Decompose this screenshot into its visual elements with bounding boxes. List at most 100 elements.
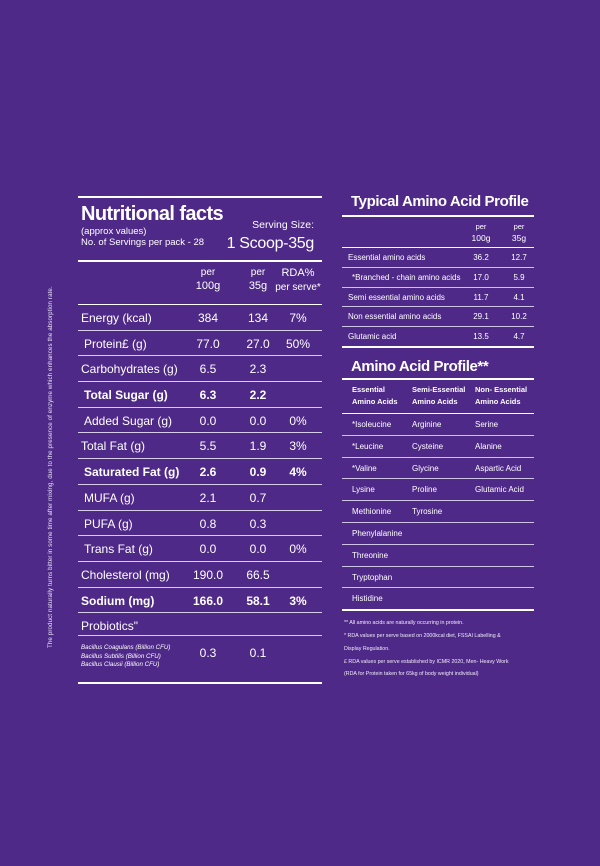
amino-per100: 36.2: [473, 253, 489, 262]
value-per100: 2.6: [199, 465, 217, 480]
typical-amino-column-headers: per 100g per 35g: [342, 217, 534, 248]
typical-amino-title: Typical Amino Acid Profile: [351, 193, 529, 210]
nutrition-row: Energy (kcal) 384 134 7%: [78, 305, 322, 331]
nutrient-label: Cholesterol (mg): [81, 567, 170, 582]
footnote-1: ** All amino acids are naturally occurri…: [344, 620, 464, 627]
nutrient-label: Sodium (mg): [81, 593, 155, 608]
value-per35: 0.9: [249, 465, 267, 480]
typical-amino-rows: Essential amino acids 36.2 12.7 *Branched -…: [342, 248, 534, 348]
nutrition-title: Nutritional facts: [81, 203, 224, 225]
bacillus-list: Bacillus Coagulans (Billion CFU) Bacillu…: [81, 644, 170, 670]
nutrient-label: Total Fat (g): [81, 439, 146, 454]
col-per35-top: per: [250, 267, 266, 278]
amino-typical-row: Semi essential amino acids 11.7 4.1: [342, 288, 534, 308]
amino-per100: 13.5: [473, 332, 489, 342]
semi-essential-amino: Arginine: [412, 419, 442, 429]
value-rda: 50%: [285, 336, 311, 351]
header-rule: [78, 260, 322, 262]
value-per35: 66.5: [246, 567, 270, 582]
nutrient-label: Trans Fat (g): [84, 542, 153, 557]
footnote-3: Display Regulation.: [344, 645, 390, 652]
amino-group-label: Glutamic acid: [348, 332, 397, 342]
amino-profile-rows: *Isoleucine Arginine Serine *Leucine Cystein…: [342, 414, 534, 612]
non-essential-amino: Aspartic Acid: [475, 463, 522, 473]
essential-amino: *Leucine: [352, 441, 384, 451]
semi-essential-amino: Cysteine: [412, 441, 444, 451]
nutrient-label: Carbohydrates (g): [81, 362, 178, 377]
nutrition-row: Total Sugar (g) 6.3 2.2: [78, 382, 322, 408]
semi-essential-amino: Glycine: [412, 463, 439, 473]
value-per100: 190.0: [192, 567, 224, 582]
serving-size-label: Serving Size:: [252, 219, 314, 231]
value-per100: 77.0: [196, 336, 220, 351]
side-disclaimer: The product naturally turns bitter in so…: [47, 286, 54, 648]
nutrient-label: PUFA (g): [84, 516, 133, 531]
bacillus-subtilis: Bacillus Subtilis (Billion CFU): [81, 652, 161, 660]
nutrient-label: Added Sugar (g): [84, 413, 173, 428]
nutrient-label: Total Sugar (g): [84, 388, 168, 403]
value-per100: 0.0: [199, 413, 217, 428]
value-per35: 0.7: [249, 490, 267, 505]
aa-col-per100-top: per: [475, 222, 487, 231]
amino-group-label: Semi essential amino acids: [348, 292, 445, 302]
nutrient-label: MUFA (g): [84, 490, 135, 505]
amino-profile-row: Threonine: [342, 545, 534, 567]
typical-amino-rule: [342, 215, 534, 217]
value-per100: 0.8: [199, 516, 217, 531]
nutrition-row: Sodium (mg) 166.0 58.1 3%: [78, 588, 322, 614]
header-non-essential: Non- Essential Amino Acids: [475, 384, 528, 406]
amino-group-label: Essential amino acids: [348, 253, 426, 262]
amino-acid-panel: Typical Amino Acid Profile per 100g per …: [342, 193, 534, 681]
value-rda: 0%: [289, 542, 307, 557]
nutrition-row: Carbohydrates (g) 6.5 2.3: [78, 356, 322, 383]
amino-profile-row: Tryptophan: [342, 567, 534, 589]
value-rda: 7%: [289, 311, 307, 325]
servings-per-pack: No. of Servings per pack - 28: [81, 237, 205, 248]
amino-profile-rule: [342, 377, 534, 380]
footnote-5: (RDA for Protein taken for 65kg of body …: [344, 671, 479, 678]
header-semi-essential: Semi-Essential Amino Acids: [412, 384, 466, 406]
nutrient-label: Protein£ (g): [84, 336, 147, 351]
top-rule: [78, 196, 322, 198]
amino-profile-row: Phenylalanine: [342, 523, 534, 545]
value-per100: 384: [197, 311, 219, 325]
nutrition-header: Nutritional facts (approx values) No. of…: [78, 203, 322, 252]
approx-values-note: (approx values): [81, 226, 147, 237]
amino-profile-row: *Leucine Cysteine Alanine: [342, 436, 534, 458]
nutrition-row: Protein£ (g) 77.0 27.0 50%: [78, 331, 322, 357]
non-essential-amino: Glutamic Acid: [475, 485, 524, 495]
amino-typical-row: Non essential amino acids 29.1 10.2: [342, 307, 534, 328]
amino-typical-row: Essential amino acids 36.2 12.7: [342, 248, 534, 268]
col-rda-bottom: per serve*: [275, 282, 321, 293]
essential-amino: *Valine: [352, 463, 377, 473]
essential-amino: Methionine: [352, 507, 392, 517]
aa-col-per35-top: per: [513, 222, 525, 231]
nutrition-row: Cholesterol (mg) 190.0 66.5: [78, 562, 322, 588]
amino-typical-row: *Branched - chain amino acids 17.0 5.9: [342, 268, 534, 288]
value-per35: 1.9: [249, 439, 267, 454]
bacillus-per100: 0.3: [199, 646, 217, 661]
aa-col-per100-bottom: 100g: [471, 233, 491, 243]
probiotics-label: Probiotics": [81, 619, 138, 634]
serving-size-value: 1 Scoop-35g: [226, 235, 315, 252]
amino-profile-headers: Essential Amino Acids Semi-Essential Ami…: [342, 380, 534, 414]
essential-amino: *Isoleucine: [352, 419, 392, 429]
footnotes: ** All amino acids are naturally occurri…: [342, 617, 534, 681]
amino-group-label: *Branched - chain amino acids: [352, 272, 461, 282]
amino-profile-row: Histidine: [342, 588, 534, 612]
value-per100: 5.5: [199, 439, 217, 454]
bacillus-clausii: Bacillus Clausii (Billion CFU): [81, 661, 160, 669]
amino-per35: 10.2: [511, 312, 527, 322]
footnote-2: * RDA values per serve based on 2000kcal…: [344, 632, 501, 639]
nutrition-row: Added Sugar (g) 0.0 0.0 0%: [78, 408, 322, 434]
amino-per100: 29.1: [473, 312, 489, 322]
col-per100-top: per: [200, 267, 216, 278]
aa-col-per35-bottom: 35g: [511, 233, 527, 243]
bacillus-per35: 0.1: [249, 646, 267, 661]
amino-per35: 12.7: [511, 253, 527, 262]
nutrition-column-headers: per 100g per 35g RDA% per serve*: [78, 262, 322, 305]
value-per100: 6.5: [199, 362, 217, 377]
amino-per100: 17.0: [473, 272, 489, 282]
value-per35: 2.3: [249, 362, 267, 377]
value-per100: 6.3: [199, 388, 217, 403]
